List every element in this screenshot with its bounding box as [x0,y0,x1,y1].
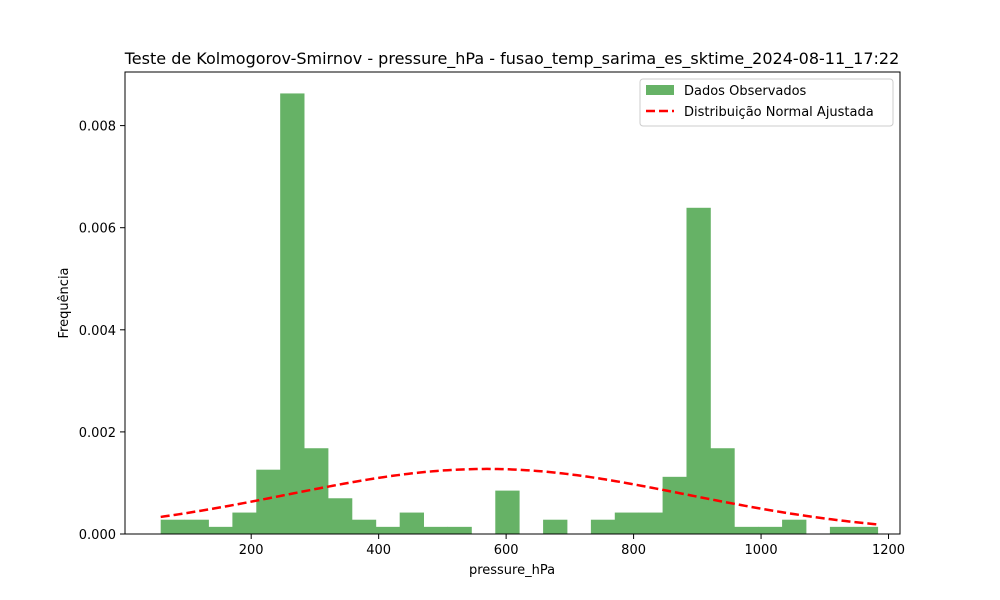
histogram-bar [782,519,807,534]
legend-label-normal: Distribuição Normal Ajustada [684,105,874,120]
histogram-bar [638,512,663,534]
histogram-bar [399,512,424,534]
legend-label-observed: Dados Observados [684,84,807,99]
histogram-bar [758,526,783,534]
x-tick-label: 1000 [745,543,778,558]
histogram-bar [543,519,568,534]
normal-distribution-line [160,467,878,526]
histogram-bar [447,526,472,534]
chart-title: Teste de Kolmogorov-Smirnov - pressure_h… [124,49,900,69]
histogram-bar [208,526,233,534]
histogram-bar [232,512,257,534]
histogram-bar [327,498,353,534]
histogram-bar [734,526,759,534]
histogram-bar [829,526,855,534]
x-axis-ticks: 200 400 600 800 1000 1200 [239,534,905,558]
histogram-bar [662,476,687,534]
y-axis-ticks: 0.000 0.002 0.004 0.006 0.008 [79,120,125,543]
histogram-bar [160,519,185,534]
x-tick-label: 400 [366,543,391,558]
histogram-bar [495,490,520,534]
legend-swatch-observed [646,85,674,95]
x-tick-label: 200 [239,543,264,558]
histogram-bar [423,526,448,534]
y-axis-label: Frequência [57,267,72,338]
histogram-bars [160,93,879,535]
histogram-bar [280,93,305,534]
histogram-bar [351,519,377,534]
x-tick-label: 800 [621,543,646,558]
histogram-bar [184,519,209,534]
y-tick-label: 0.006 [79,222,116,237]
histogram-bar [614,512,640,534]
plot-area-frame [124,71,901,535]
x-axis-label: pressure_hPa [469,563,555,578]
histogram-bar [590,519,616,534]
histogram-bar [853,526,879,534]
legend-box [639,78,894,127]
histogram-bar [686,207,711,535]
y-tick-label: 0.000 [79,528,116,543]
y-tick-label: 0.002 [79,426,116,441]
histogram-bar [710,448,735,534]
histogram-bar [256,469,281,534]
y-tick-label: 0.008 [79,120,116,135]
histogram-bar [375,526,401,534]
y-tick-label: 0.004 [79,324,116,339]
x-tick-label: 1200 [872,543,905,558]
x-tick-label: 600 [494,543,519,558]
legend: Dados Observados Distribuição Normal Aju… [639,78,894,127]
